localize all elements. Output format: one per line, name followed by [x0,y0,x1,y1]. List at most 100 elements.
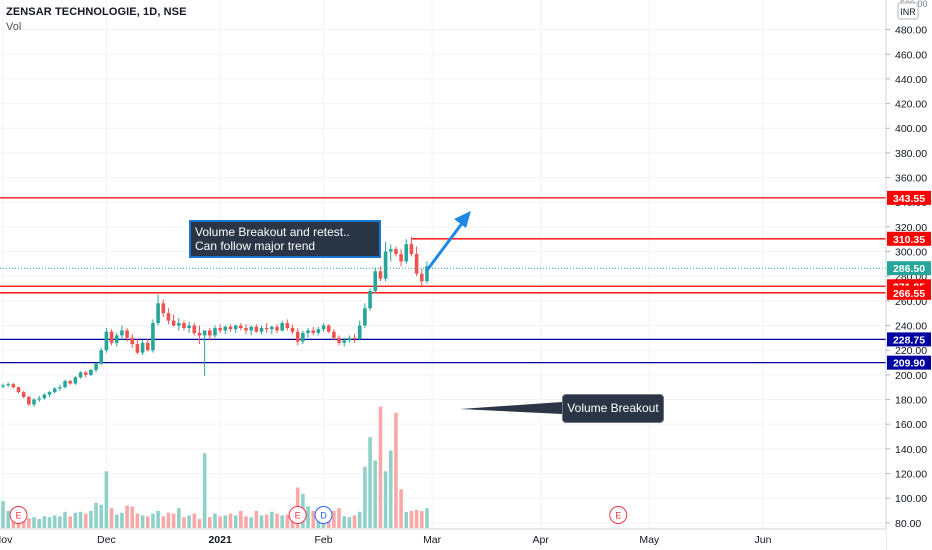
candle-body [171,320,176,326]
candle-body [63,381,67,388]
price-tick-label: 320.00 [895,222,927,234]
event-marker-label: E [16,511,22,521]
volume-bar [125,505,129,528]
candle-body [388,249,393,252]
candle-body [37,398,41,400]
candle-body [120,330,124,336]
candle-body [202,330,207,336]
candle-body [301,332,305,342]
volume-bar [63,511,67,528]
symbol-title[interactable]: ZENSAR TECHNOLOGIE, 1D, NSE [6,6,187,18]
event-marker [314,506,333,524]
event-marker-label: D [320,511,327,521]
candle-body [161,303,166,314]
trend-arrow-shaft [426,220,465,271]
volume-bar [337,508,341,528]
candle-body [264,328,269,330]
candle-body [378,271,383,279]
volume-bar [135,513,140,528]
volume-bar [254,510,259,528]
candle-body [140,342,145,353]
time-tick-label: Mar [423,534,442,546]
volume-bar [6,510,10,528]
level-price-tag-bg [887,355,931,370]
candle-body [368,291,372,309]
volume-bar [32,517,36,528]
time-tick-label: May [639,534,660,546]
volume-bar [285,514,290,528]
candle-body [321,325,326,330]
price-tick-label: 420.00 [895,99,927,111]
volume-bar [140,515,145,528]
price-tick-label: 100.00 [895,493,927,505]
volume-bar [404,511,409,528]
candle-body [32,399,36,405]
candle-body [316,329,321,333]
candle-body [52,388,57,393]
price-tick-label: 200.00 [895,370,927,382]
candle-body [337,337,341,343]
volume-bar [244,516,248,528]
candle-body [228,326,233,330]
volume-bar [414,510,419,528]
volume-bar [73,512,78,528]
candle-body [419,273,424,282]
event-marker-label: E [295,511,301,521]
price-tick-label: 240.00 [895,321,927,333]
volume-bar [383,471,388,528]
candle-body [295,331,300,342]
candle-body [192,325,197,333]
price-axis[interactable]: 80.00 100.00 120.00 140.00 160.00 180.00 200.0… [885,0,932,550]
trend-note-line-1: Volume Breakout and retest.. [195,225,350,239]
candle-body [11,384,16,388]
volume-bar [264,514,269,528]
volume-bar [306,506,310,528]
volume-bar [68,516,73,528]
volume-bar [228,513,233,528]
candle-body [332,331,336,338]
level-price-tag: 310.35 [893,234,925,246]
volume-bar [213,513,217,528]
candle-body [363,308,367,326]
time-tick-label: Jun [755,534,772,546]
volume-bar [280,515,284,528]
volume-bar [171,513,176,528]
volume-bar [409,510,414,528]
volume-bar [368,437,372,528]
candle-body [254,326,259,332]
volume-bar [373,460,378,528]
currency-badge [897,2,919,20]
volume-bar [120,512,124,528]
volume-bar [58,516,62,528]
volume-bar [259,515,264,528]
time-axis-bg [0,529,886,550]
volume-bar [42,516,47,528]
price-tick-label: 440.00 [895,74,927,86]
volume-bar [21,519,26,528]
volume-bar [363,466,367,528]
candle-body [244,328,248,331]
volume-bar [114,514,119,528]
volume-bar [249,517,253,528]
time-axis[interactable]: Nov Dec 2021 Feb Mar Apr May Jun [0,528,886,550]
volume-bar [394,412,398,528]
volume-breakout-callout[interactable]: Volume Breakout [562,394,664,423]
trend-note[interactable]: Volume Breakout and retest.. Can follow … [189,220,381,258]
candle-body [290,328,295,332]
candle-body [404,244,409,262]
candle-body [223,326,228,331]
candle-body [208,330,212,336]
candle-body [218,328,222,331]
candle-body [239,325,243,329]
candle-body [249,326,253,331]
volume-bar [27,518,31,528]
candle-body [135,344,140,353]
volume-indicator-label[interactable]: Vol [6,21,22,33]
candle-body [394,249,398,255]
price-tick-label: 300.00 [895,247,927,259]
volume-bar [388,450,393,528]
price-tick-label: 120.00 [895,469,927,481]
volume-bar [187,515,191,528]
